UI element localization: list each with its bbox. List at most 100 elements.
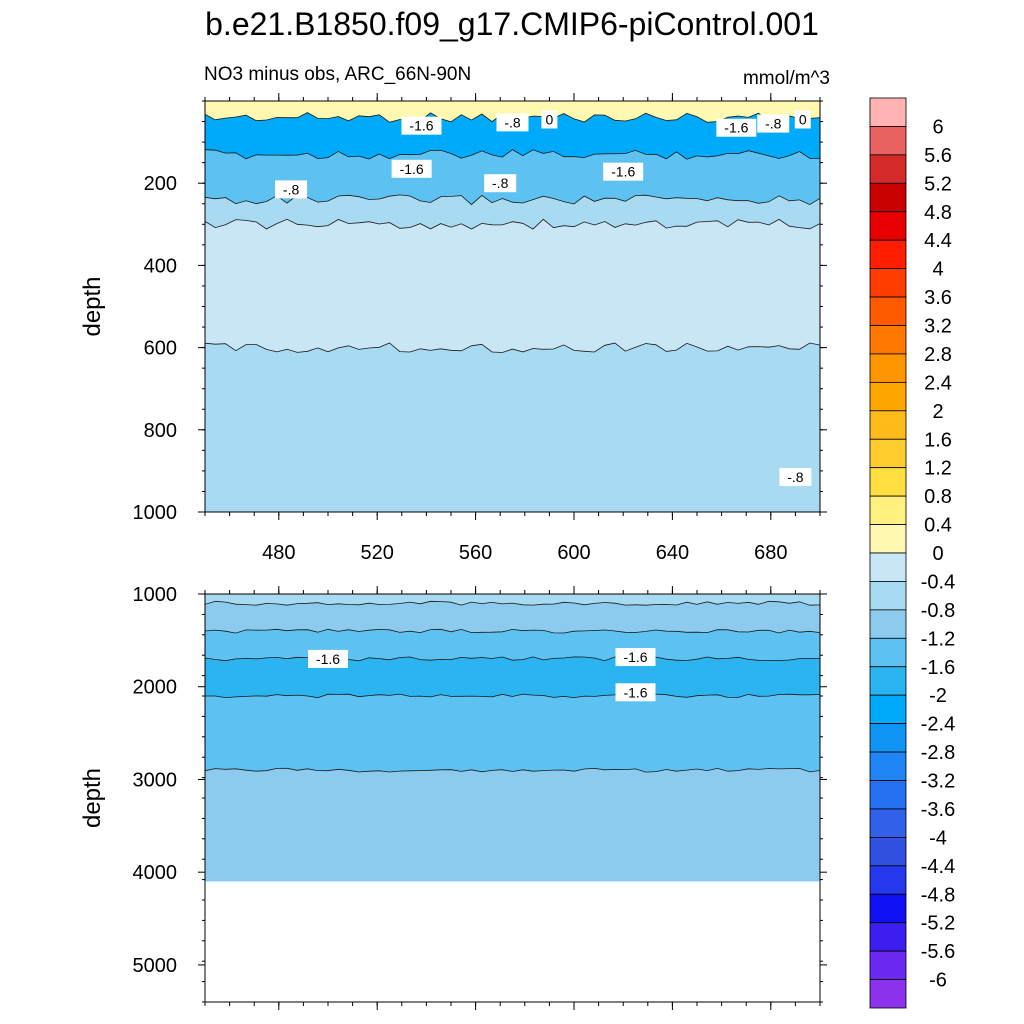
colorbar-box xyxy=(869,239,907,270)
colorbar-box xyxy=(869,154,907,184)
main-title: b.e21.B1850.f09_g17.CMIP6-piControl.001 xyxy=(205,6,819,42)
colorbar-box xyxy=(869,979,907,1009)
contour-fill xyxy=(205,594,820,1002)
contour-label-box xyxy=(615,683,656,702)
contour-label-text: -.8 xyxy=(504,114,521,130)
contour-label-box xyxy=(275,180,308,199)
colorbar-box xyxy=(869,467,907,497)
colorbar-box xyxy=(869,410,907,440)
contour-label-text: -1.6 xyxy=(623,684,647,700)
y-axis-label: depth xyxy=(79,276,106,336)
x-tick-label: 600 xyxy=(557,542,590,564)
colorbar-label: -2.8 xyxy=(921,742,955,764)
y-tick-label: 400 xyxy=(144,255,177,277)
colorbar-label: -2.4 xyxy=(921,714,955,736)
colorbar-box xyxy=(869,808,907,838)
colorbar-box xyxy=(869,495,907,525)
panel-lower: -1.6 -1.6 -1.6 1000 2000 3000 4000 5000 depth xyxy=(79,584,827,1010)
y-tick-label: 600 xyxy=(144,338,177,360)
contour-line xyxy=(205,194,820,206)
contour-line xyxy=(205,600,820,606)
colorbar-box xyxy=(869,950,907,980)
colorbar-label: 0.4 xyxy=(924,515,952,537)
contour-label-box xyxy=(401,116,442,135)
y-tick-label: 4000 xyxy=(133,862,178,884)
no-data-region xyxy=(205,881,820,1002)
colorbar-box xyxy=(869,609,907,639)
contour-label-text: -.8 xyxy=(283,181,300,197)
colorbar-box xyxy=(869,438,907,469)
colorbar-label: -0.4 xyxy=(921,571,955,593)
contour-label: -1.6 xyxy=(391,159,432,178)
contour-line xyxy=(205,342,820,353)
y-tick-label: 5000 xyxy=(133,955,178,977)
contour-label-box xyxy=(496,113,529,132)
contour-label: -.8 xyxy=(496,113,529,132)
colorbar-label: 4 xyxy=(932,259,943,281)
contour-label-text: -1.6 xyxy=(400,161,424,177)
contour-label: -.8 xyxy=(484,174,517,193)
contour-band xyxy=(205,343,820,512)
colorbar-box xyxy=(869,268,907,298)
colorbar-box xyxy=(869,723,907,753)
contour-fill xyxy=(205,101,820,512)
colorbar-label: -3.6 xyxy=(921,799,955,821)
contour-label-box xyxy=(716,118,757,137)
colorbar-label: -4.4 xyxy=(921,856,955,878)
colorbar-label: 6 xyxy=(932,116,943,138)
contour-line xyxy=(205,628,820,634)
contour-band xyxy=(205,768,820,882)
contour-label-box xyxy=(308,649,348,668)
contour-label-text: -1.6 xyxy=(409,118,433,134)
colorbar-label: 2 xyxy=(932,401,943,423)
y-axis-label: depth xyxy=(79,768,106,828)
colorbar-box xyxy=(869,381,907,412)
subtitle-left: NO3 minus obs, ARC_66N-90N xyxy=(204,64,472,85)
colorbar-label: -2 xyxy=(929,685,947,707)
colorbar-box xyxy=(869,296,907,326)
colorbar-label: 3.2 xyxy=(924,316,952,338)
colorbar-label: -3.2 xyxy=(921,771,955,793)
contour-label-box xyxy=(603,162,644,181)
colorbar-box xyxy=(869,751,907,781)
y-tick-label: 2000 xyxy=(133,677,178,699)
colorbar-label: 1.6 xyxy=(924,429,952,451)
contour-label: 0 xyxy=(541,110,558,129)
colorbar-box xyxy=(869,97,907,127)
colorbar-box xyxy=(869,581,907,611)
colorbar-box xyxy=(869,780,907,810)
x-tick-label: 480 xyxy=(262,542,295,564)
colorbar-box xyxy=(869,865,907,895)
x-tick-label: 520 xyxy=(361,542,394,564)
colorbar-label: -5.6 xyxy=(921,941,955,963)
colorbar-label: 4.4 xyxy=(924,230,952,252)
colorbar-label: -0.8 xyxy=(921,600,955,622)
colorbar-box xyxy=(869,325,907,355)
contour-label: -.8 xyxy=(779,468,812,487)
contour-label: -1.6 xyxy=(615,648,656,667)
contour-label: -.8 xyxy=(275,180,308,199)
colorbar-box xyxy=(869,552,907,582)
contour-label: -1.6 xyxy=(615,683,656,702)
colorbar-box xyxy=(869,126,907,156)
contour-label-text: -.8 xyxy=(765,116,782,132)
colorbar-box xyxy=(869,836,907,867)
contour-line xyxy=(205,693,820,699)
contour-line xyxy=(205,218,820,230)
contour-label-text: 0 xyxy=(799,111,807,127)
colorbar-label: -4.8 xyxy=(921,884,955,906)
contour-line xyxy=(205,149,820,160)
contour-label: -1.6 xyxy=(716,118,757,137)
colorbar-label: -1.6 xyxy=(921,657,955,679)
contour-label: -1.6 xyxy=(401,116,442,135)
contour-label-box xyxy=(757,114,790,133)
colorbar-box xyxy=(869,211,907,241)
colorbar-label: 5.6 xyxy=(924,145,952,167)
colorbar-box xyxy=(869,637,907,668)
colorbar-label: -6 xyxy=(929,970,947,992)
x-tick-label: 560 xyxy=(459,542,492,564)
contour-label-text: -1.6 xyxy=(611,164,635,180)
colorbar-label: 5.2 xyxy=(924,173,952,195)
